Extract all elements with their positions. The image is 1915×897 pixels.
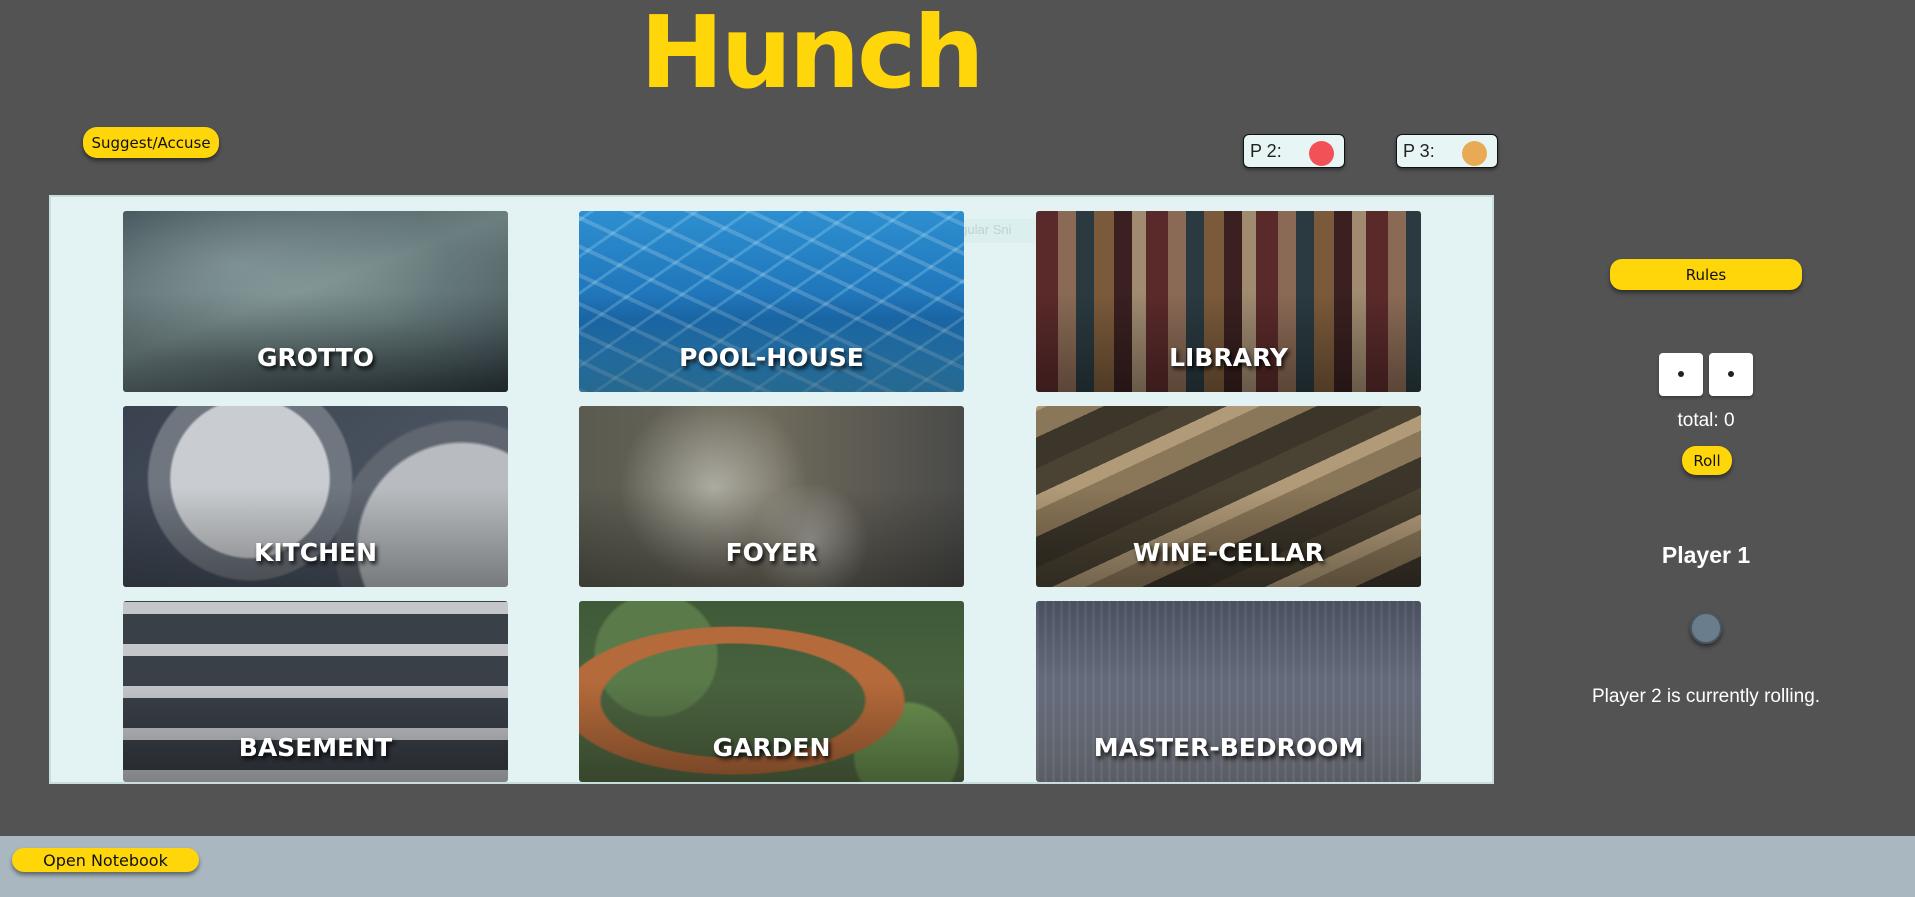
- room-foyer[interactable]: FOYER: [579, 406, 964, 587]
- dice-total: total: 0: [1677, 410, 1735, 431]
- die-pip: [1678, 371, 1684, 377]
- room-label: LIBRARY: [1169, 343, 1288, 372]
- room-library[interactable]: LIBRARY: [1036, 211, 1421, 392]
- room-label: GARDEN: [712, 733, 831, 762]
- player-2-label: P 2:: [1250, 140, 1282, 161]
- player-2-chip: P 2:: [1243, 134, 1345, 168]
- die-pip: [1728, 371, 1734, 377]
- open-notebook-button[interactable]: Open Notebook: [12, 848, 199, 872]
- room-label: POOL-HOUSE: [679, 343, 864, 372]
- suggest-accuse-button[interactable]: Suggest/Accuse: [83, 127, 219, 158]
- room-wine-cellar[interactable]: WINE-CELLAR: [1036, 406, 1421, 587]
- die-2: [1709, 353, 1753, 396]
- player-2-color-dot: [1309, 141, 1334, 166]
- room-label: WINE-CELLAR: [1132, 538, 1325, 567]
- current-player-name: Player 1: [1661, 542, 1751, 568]
- player-3-label: P 3:: [1403, 140, 1435, 161]
- room-label: KITCHEN: [254, 538, 377, 567]
- player-3-chip: P 3:: [1396, 134, 1498, 168]
- room-kitchen[interactable]: KITCHEN: [123, 406, 508, 587]
- app-title: Hunch: [640, 0, 985, 111]
- die-1: [1659, 353, 1703, 396]
- room-grotto[interactable]: GROTTO: [123, 211, 508, 392]
- room-garden[interactable]: GARDEN: [579, 601, 964, 782]
- room-label: MASTER-BEDROOM: [1093, 733, 1364, 762]
- room-label: GROTTO: [257, 343, 374, 372]
- room-basement[interactable]: BASEMENT: [123, 601, 508, 782]
- room-label: BASEMENT: [238, 733, 393, 762]
- room-master-bedroom[interactable]: MASTER-BEDROOM: [1036, 601, 1421, 782]
- footer-bar: [0, 836, 1915, 897]
- roll-button[interactable]: Roll: [1682, 446, 1732, 475]
- game-board: Rectangular Sni GROTTO POOL-HOUSE LIBRAR…: [49, 195, 1494, 784]
- player-3-color-dot: [1462, 141, 1487, 166]
- player-token: [1690, 612, 1722, 644]
- room-pool-house[interactable]: POOL-HOUSE: [579, 211, 964, 392]
- rules-button[interactable]: Rules: [1610, 259, 1802, 290]
- room-label: FOYER: [725, 538, 818, 567]
- turn-status: Player 2 is currently rolling.: [1591, 686, 1821, 707]
